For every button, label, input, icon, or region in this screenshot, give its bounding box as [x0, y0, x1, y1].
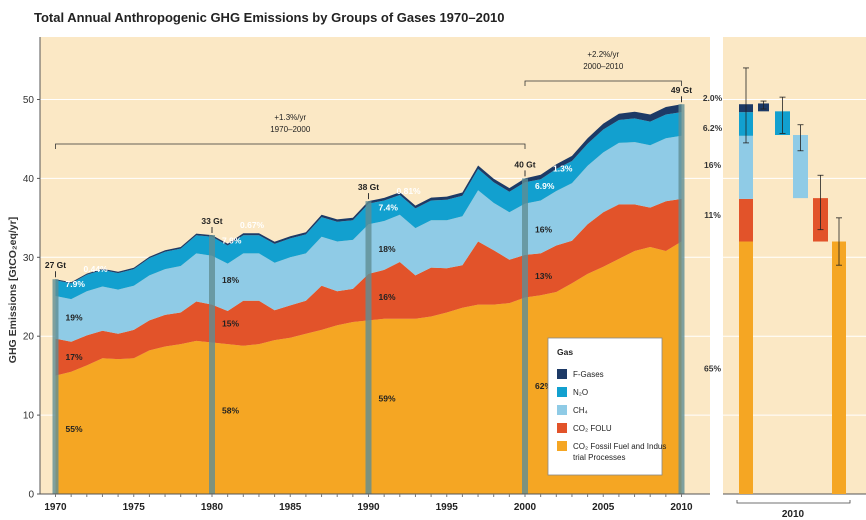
legend-label: N₂O — [573, 388, 588, 397]
percentage-label: 58% — [222, 406, 239, 416]
growth-period: 1970–2000 — [270, 125, 311, 134]
year-marker-bar — [52, 279, 59, 494]
percentage-label: 15% — [222, 319, 239, 329]
growth-bracket — [524, 80, 682, 86]
percentage-label: 65% — [704, 364, 721, 374]
growth-period: 2000–2010 — [583, 62, 624, 71]
percentage-label: 16% — [704, 160, 721, 170]
percentage-label: 1.3% — [553, 163, 573, 173]
uncertainty-bar — [832, 241, 846, 494]
uncertainty-total-segment — [739, 198, 753, 242]
x-tick-label: 1970 — [44, 502, 67, 513]
side-axis-label: 2010 — [782, 509, 805, 520]
x-tick-label: 1990 — [357, 502, 380, 513]
y-tick-label: 0 — [28, 490, 34, 501]
chart-title: Total Annual Anthropogenic GHG Emissions… — [34, 10, 505, 25]
percentage-label: 0.81% — [397, 186, 422, 196]
year-marker-bar — [365, 201, 372, 494]
total-label: 49 Gt — [671, 85, 692, 95]
x-tick-label: 1985 — [279, 502, 302, 513]
y-tick-label: 10 — [23, 411, 35, 422]
legend-label: CO₂ Fossil Fuel and Indus trial Processes — [573, 442, 666, 462]
x-tick-label: 2010 — [670, 502, 693, 513]
legend-swatch — [557, 405, 567, 415]
legend-label: F-Gases — [573, 370, 604, 379]
growth-bracket — [55, 143, 526, 149]
percentage-label: 7.4% — [379, 202, 399, 212]
percentage-label: 55% — [66, 424, 83, 434]
year-marker-bar — [678, 104, 685, 494]
total-label: 38 Gt — [358, 182, 379, 192]
legend: Gas F-Gases N₂O CH₄ CO₂ FOLU CO₂ Fossil Fuel … — [547, 337, 666, 476]
percentage-labels: 55% 17% 19% 7.9% 0.44% 58% 15% 18% 7.9% 0.67% 59% 1… — [66, 93, 723, 434]
x-tick-label: 1980 — [201, 502, 224, 513]
percentage-label: 16% — [535, 224, 552, 234]
growth-annotations: +1.3%/yr 1970–2000 +2.2%/yr 2000–2010 — [55, 50, 682, 149]
percentage-label: 18% — [379, 244, 396, 254]
percentage-label: 19% — [66, 312, 83, 322]
legend-swatch — [557, 369, 567, 379]
uncertainty-bar — [793, 135, 808, 199]
total-label: 27 Gt — [45, 260, 66, 270]
percentage-label: 59% — [379, 394, 396, 404]
percentage-label: 18% — [222, 275, 239, 285]
y-tick-label: 20 — [23, 332, 35, 343]
y-axis-label: GHG Emissions [GtCO₂eq/yr] — [7, 217, 19, 363]
percentage-label: 13% — [535, 271, 552, 281]
uncertainty-total-segment — [739, 135, 753, 199]
side-axis-bracket — [736, 500, 851, 504]
x-tick-label: 1975 — [123, 502, 146, 513]
percentage-label: 0.67% — [240, 220, 265, 230]
total-label: 33 Gt — [201, 216, 222, 226]
legend-swatch — [557, 423, 567, 433]
uncertainty-total-segment — [739, 241, 753, 494]
total-label: 40 Gt — [514, 159, 535, 169]
x-tick-labels: 1970 1975 1980 1985 1990 1995 2000 2005 2010 — [44, 494, 693, 513]
legend-swatch — [557, 441, 567, 451]
percentage-label: 62% — [535, 381, 552, 391]
percentage-label: 7.9% — [66, 279, 86, 289]
percentage-label: 16% — [379, 292, 396, 302]
year-marker-bar — [522, 178, 528, 494]
year-marker-bars: 27 Gt 33 Gt 38 Gt 40 Gt 49 Gt — [45, 85, 692, 494]
y-tick-labels: 0 10 20 30 40 50 — [23, 95, 40, 501]
legend-label: CO₂ FOLU — [573, 424, 612, 433]
legend-swatch — [557, 387, 567, 397]
percentage-label: 6.2% — [703, 123, 723, 133]
percentage-label: 11% — [704, 210, 721, 220]
growth-rate: +1.3%/yr — [274, 113, 306, 122]
x-tick-label: 1995 — [436, 502, 459, 513]
growth-rate: +2.2%/yr — [587, 50, 619, 59]
y-tick-label: 50 — [23, 95, 35, 106]
y-tick-label: 40 — [23, 174, 35, 185]
percentage-label: 0.44% — [84, 264, 109, 274]
percentage-label: 6.9% — [535, 181, 555, 191]
uncertainty-bars-2010: 2010 — [736, 67, 851, 520]
x-tick-label: 2005 — [592, 502, 615, 513]
year-marker-bar — [209, 235, 215, 494]
legend-label: CH₄ — [573, 406, 588, 415]
percentage-label: 2.0% — [703, 93, 723, 103]
y-tick-label: 30 — [23, 253, 35, 264]
percentage-label: 17% — [66, 352, 83, 362]
legend-title: Gas — [557, 347, 573, 357]
x-tick-label: 2000 — [514, 502, 537, 513]
percentage-label: 7.9% — [222, 236, 242, 246]
